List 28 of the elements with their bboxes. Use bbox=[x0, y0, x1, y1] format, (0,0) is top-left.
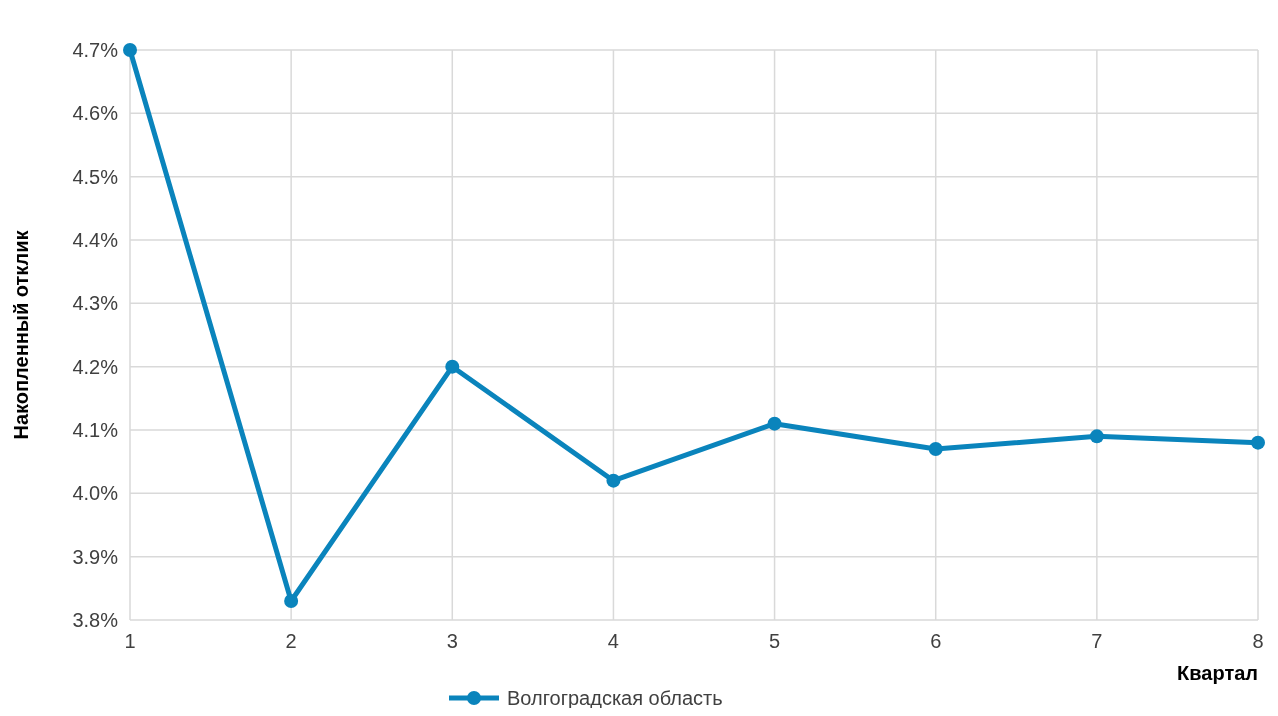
y-axis-title: Накопленный отклик bbox=[10, 229, 32, 440]
point bbox=[1251, 435, 1265, 450]
y-tick-label: 4.1% bbox=[72, 419, 119, 441]
y-tick-label: 3.9% bbox=[72, 545, 119, 568]
y-tick-label: 4.0% bbox=[72, 482, 119, 505]
x-tick-label: 8 bbox=[1252, 630, 1264, 652]
point bbox=[606, 473, 621, 488]
x-tick-label: 6 bbox=[930, 630, 942, 652]
x-tick-label: 4 bbox=[607, 630, 619, 652]
point bbox=[445, 359, 460, 374]
y-tick-label: 3.8% bbox=[72, 609, 119, 631]
point bbox=[1089, 429, 1104, 444]
y-tick-label: 4.4% bbox=[72, 229, 119, 251]
x-tick-label: 7 bbox=[1091, 630, 1103, 652]
y-tick-label: 4.2% bbox=[72, 355, 119, 378]
y-tick-label: 4.7% bbox=[72, 39, 119, 61]
x-tick-label: 5 bbox=[769, 630, 781, 652]
point bbox=[123, 43, 137, 57]
point bbox=[284, 594, 299, 608]
point bbox=[767, 416, 782, 431]
x-axis-title: Квартал bbox=[1177, 662, 1258, 684]
x-tick-label: 1 bbox=[124, 630, 136, 652]
x-tick-label: 3 bbox=[446, 630, 458, 652]
y-tick-label: 4.5% bbox=[72, 165, 119, 188]
point bbox=[928, 442, 943, 456]
x-tick-label: 2 bbox=[285, 630, 297, 652]
y-tick-label: 4.3% bbox=[72, 292, 119, 315]
y-tick-label: 4.6% bbox=[72, 102, 119, 125]
